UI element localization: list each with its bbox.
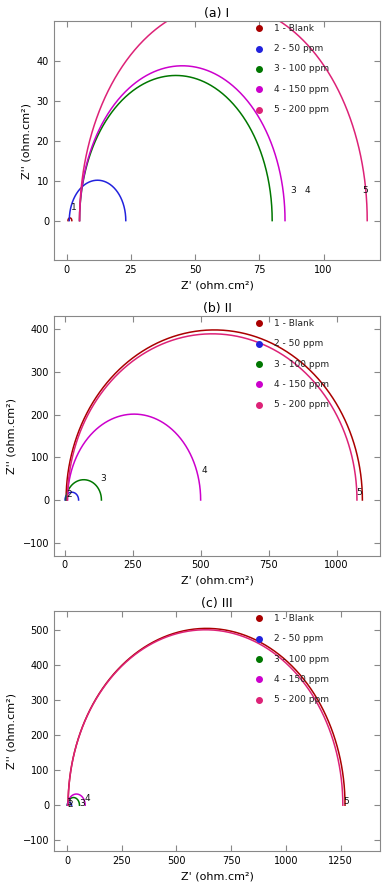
- Text: 2: 2: [66, 490, 72, 499]
- Text: 4: 4: [85, 794, 91, 803]
- Text: 3 - 100 ppm: 3 - 100 ppm: [274, 360, 329, 369]
- Text: 1 - Blank: 1 - Blank: [274, 319, 314, 328]
- Y-axis label: Z'' (ohm.cm²): Z'' (ohm.cm²): [7, 398, 17, 474]
- Text: 3 - 100 ppm: 3 - 100 ppm: [274, 654, 329, 663]
- Text: 1 - Blank: 1 - Blank: [274, 24, 314, 33]
- Text: 3: 3: [290, 186, 296, 195]
- Text: 2 - 50 ppm: 2 - 50 ppm: [274, 44, 323, 53]
- Y-axis label: Z'' (ohm.cm²): Z'' (ohm.cm²): [21, 103, 31, 178]
- Text: 4 - 150 ppm: 4 - 150 ppm: [274, 380, 329, 389]
- Text: 1: 1: [71, 203, 77, 212]
- Text: 1 - Blank: 1 - Blank: [274, 614, 314, 623]
- Text: 5 - 200 ppm: 5 - 200 ppm: [274, 695, 329, 704]
- Text: 5 - 200 ppm: 5 - 200 ppm: [274, 400, 329, 409]
- Text: 5 - 200 ppm: 5 - 200 ppm: [274, 105, 329, 115]
- Text: 3: 3: [101, 474, 106, 483]
- Text: 4: 4: [304, 186, 310, 195]
- Text: 2: 2: [68, 800, 73, 809]
- Text: 4: 4: [202, 466, 207, 475]
- X-axis label: Z' (ohm.cm²): Z' (ohm.cm²): [180, 871, 253, 881]
- Text: 4 - 150 ppm: 4 - 150 ppm: [274, 675, 329, 684]
- X-axis label: Z' (ohm.cm²): Z' (ohm.cm²): [180, 281, 253, 291]
- Text: 1: 1: [67, 798, 73, 807]
- Text: 5: 5: [356, 488, 362, 496]
- Text: 2 - 50 ppm: 2 - 50 ppm: [274, 634, 323, 643]
- Title: (c) III: (c) III: [201, 597, 233, 610]
- Title: (b) II: (b) II: [202, 302, 231, 315]
- Text: 3 - 100 ppm: 3 - 100 ppm: [274, 65, 329, 74]
- Text: 5: 5: [362, 186, 368, 195]
- X-axis label: Z' (ohm.cm²): Z' (ohm.cm²): [180, 576, 253, 586]
- Title: (a) I: (a) I: [204, 7, 229, 20]
- Text: 2 - 50 ppm: 2 - 50 ppm: [274, 339, 323, 348]
- Y-axis label: Z'' (ohm.cm²): Z'' (ohm.cm²): [7, 693, 17, 769]
- Text: 5: 5: [343, 797, 349, 806]
- Text: 4 - 150 ppm: 4 - 150 ppm: [274, 85, 329, 94]
- Text: 3: 3: [79, 799, 85, 808]
